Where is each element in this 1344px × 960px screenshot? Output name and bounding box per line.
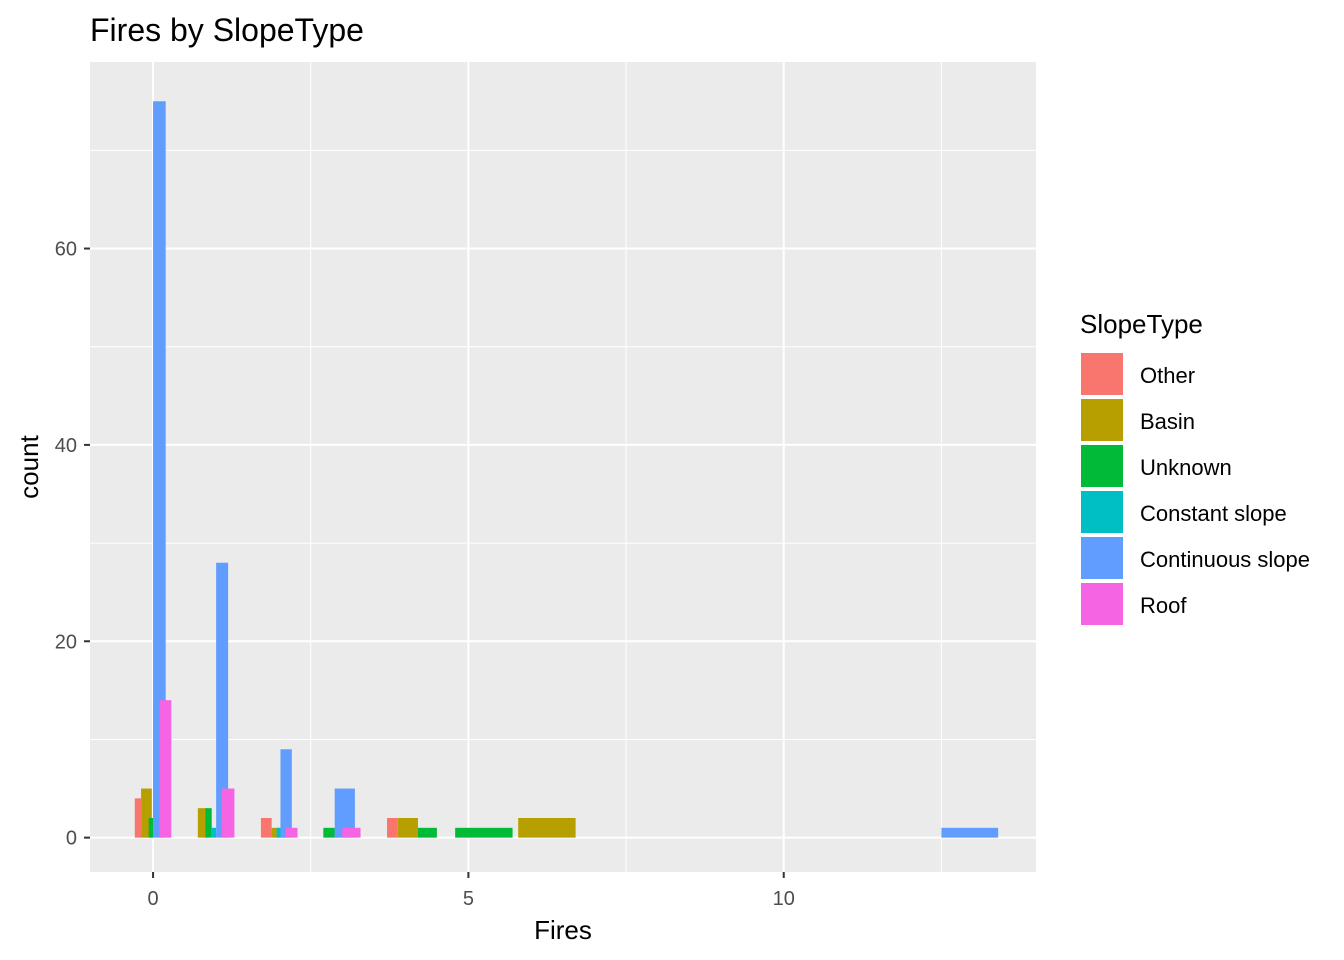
y-axis-title: count [14, 434, 44, 498]
bar-constant-slope [211, 827, 217, 838]
bar-continuous-slope [941, 827, 999, 838]
bar-basin [197, 808, 208, 838]
grid-minor [90, 62, 1036, 872]
legend-key-roof [1081, 583, 1123, 625]
bar-unknown [323, 827, 335, 838]
bar-continuous-slope [153, 101, 166, 838]
x-tick-label: 0 [148, 888, 159, 910]
x-axis-title: Fires [534, 915, 592, 945]
bar-roof [342, 827, 361, 838]
grid-major [90, 62, 1036, 872]
bar-unknown [205, 808, 212, 838]
legend-label: Continuous slope [1140, 547, 1310, 572]
bar-continuous-slope [334, 788, 355, 838]
legend-label: Other [1140, 363, 1195, 388]
legend-label: Constant slope [1140, 501, 1287, 526]
x-tick-label: 5 [463, 888, 474, 910]
legend-title: SlopeType [1080, 309, 1203, 339]
legend-label: Roof [1140, 593, 1187, 618]
bar-continuous-slope [216, 562, 229, 838]
y-tick-label: 20 [55, 631, 77, 653]
bar-other [134, 798, 142, 838]
bar-unknown [455, 827, 513, 838]
bar-basin [271, 827, 277, 838]
bar-roof [285, 827, 298, 838]
legend: SlopeType Other Basin Unknown Constant slop… [1080, 309, 1310, 625]
legend-key-continuous-slope [1081, 537, 1123, 579]
bar-other [387, 818, 398, 838]
legend-label: Unknown [1140, 455, 1232, 480]
y-tick-label: 0 [66, 828, 77, 850]
y-tick-label: 60 [55, 239, 77, 261]
bars [134, 101, 999, 838]
legend-key-other [1081, 353, 1123, 395]
x-tick-label: 10 [773, 888, 795, 910]
chart-title: Fires by SlopeType [90, 12, 364, 48]
bar-basin [141, 788, 152, 838]
legend-key-constant-slope [1081, 491, 1123, 533]
bar-unknown [148, 818, 154, 838]
bar-continuous-slope [280, 749, 292, 838]
plot-panel [90, 62, 1036, 872]
bar-basin [397, 818, 418, 838]
bar-unknown [417, 827, 437, 838]
bar-roof [159, 700, 172, 838]
bar-other [260, 818, 272, 838]
y-tick-label: 40 [55, 435, 77, 457]
legend-key-unknown [1081, 445, 1123, 487]
axes: 0 5 10 0 20 40 60 [55, 239, 795, 910]
bar-roof [221, 788, 235, 838]
legend-label: Basin [1140, 409, 1195, 434]
bar-basin [518, 818, 576, 838]
legend-key-basin [1081, 399, 1123, 441]
